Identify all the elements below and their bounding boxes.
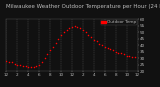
Point (120, 52, 123, 54)
Point (30, 67, 32, 68)
Point (13, 63, 16, 64)
Point (24, 65, 27, 67)
Point (101, 45, 103, 46)
Point (8, 62, 10, 63)
Point (106, 47, 109, 49)
Point (65, 29, 68, 30)
Point (49, 50, 51, 51)
Point (27, 67, 30, 68)
Point (95, 41, 98, 42)
Point (60, 34, 62, 35)
Point (87, 34, 90, 35)
Point (79, 28, 81, 29)
Point (128, 55, 131, 56)
Point (19, 64, 21, 66)
Point (117, 52, 120, 54)
Point (90, 37, 92, 38)
Point (63, 31, 65, 33)
Point (43, 58, 46, 59)
Point (16, 64, 19, 66)
Point (76, 26, 79, 28)
Point (68, 28, 71, 29)
Text: Milwaukee Weather Outdoor Temperature per Hour (24 Hours): Milwaukee Weather Outdoor Temperature pe… (6, 4, 160, 9)
Point (52, 46, 54, 47)
Legend: Outdoor Temp: Outdoor Temp (100, 20, 137, 25)
Point (46, 54, 49, 55)
Point (71, 26, 73, 28)
Point (32, 67, 35, 68)
Point (73, 25, 76, 26)
Point (93, 39, 95, 41)
Point (114, 51, 117, 52)
Point (5, 60, 8, 62)
Point (123, 54, 125, 55)
Point (98, 43, 101, 45)
Point (84, 31, 87, 33)
Point (54, 42, 57, 43)
Point (104, 46, 106, 47)
Point (134, 56, 136, 58)
Point (35, 65, 38, 67)
Point (38, 64, 40, 66)
Point (11, 62, 13, 63)
Point (82, 29, 84, 30)
Point (112, 50, 114, 51)
Point (131, 56, 133, 58)
Point (109, 48, 112, 50)
Point (21, 65, 24, 67)
Point (41, 62, 43, 63)
Point (125, 55, 128, 56)
Point (57, 38, 60, 39)
